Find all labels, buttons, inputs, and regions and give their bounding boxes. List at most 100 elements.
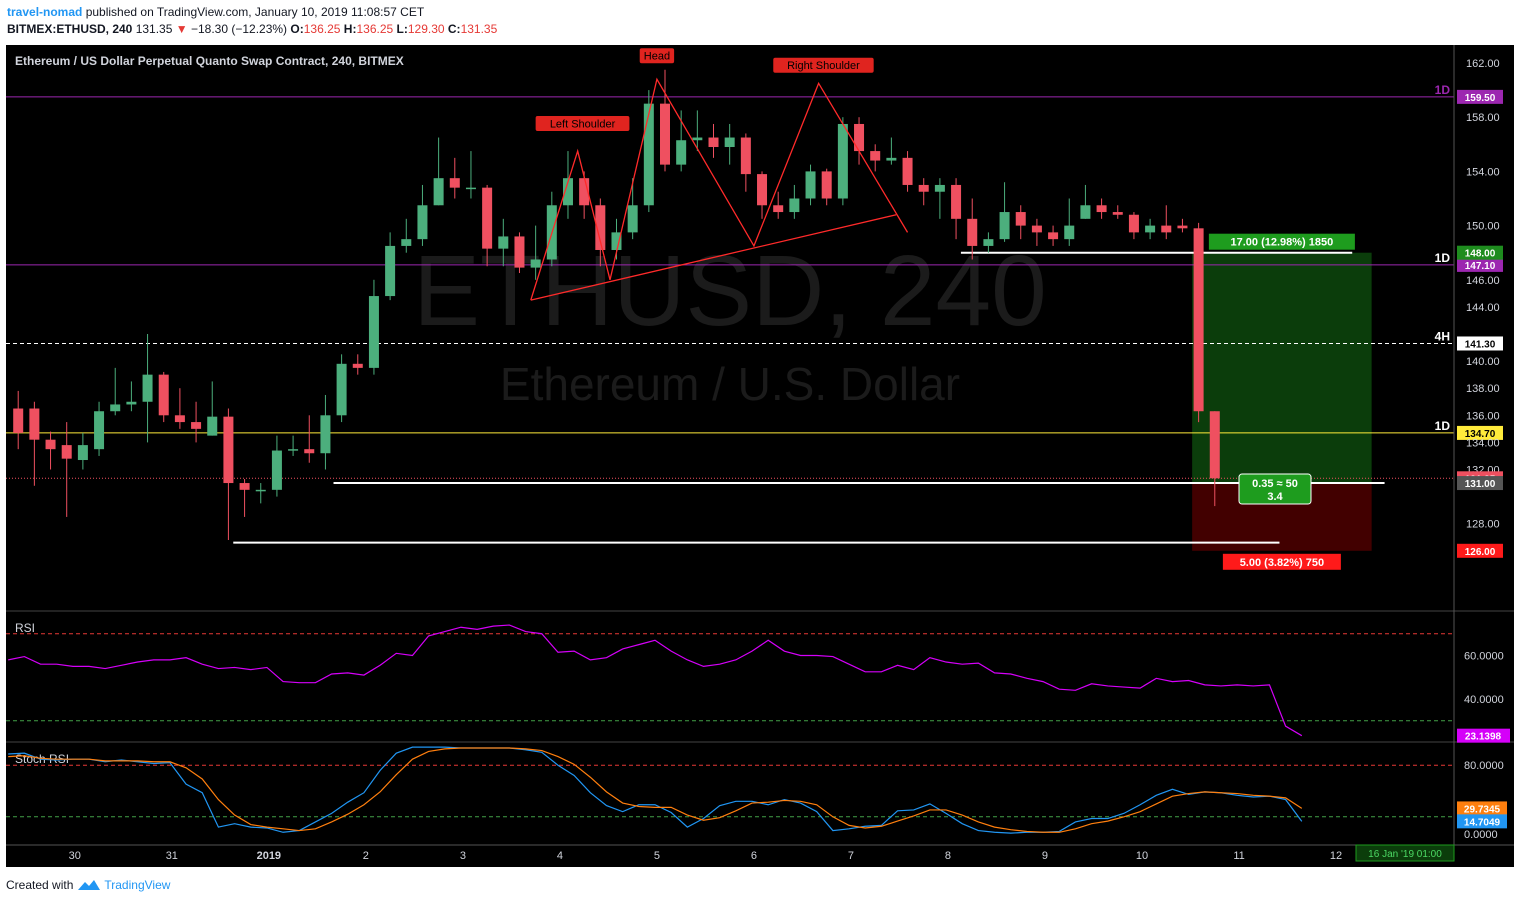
- candle-body[interactable]: [61, 445, 72, 459]
- candle-body[interactable]: [304, 449, 315, 454]
- candle-body[interactable]: [757, 174, 768, 206]
- price-tick-label: 150.00: [1466, 221, 1500, 233]
- neckline[interactable]: [530, 214, 897, 301]
- price-axis[interactable]: 159.50 147.10 141.30 134.70 162.00 158.00 154.…: [1453, 45, 1510, 845]
- candle-body[interactable]: [174, 415, 185, 423]
- watermark-description: Ethereum / U.S. Dollar: [500, 358, 960, 410]
- candle-body[interactable]: [951, 184, 962, 219]
- candle-body[interactable]: [660, 103, 670, 165]
- candle-body[interactable]: [191, 422, 202, 429]
- candle-body[interactable]: [870, 151, 881, 161]
- candle-body[interactable]: [514, 236, 525, 268]
- candle-body[interactable]: [433, 178, 444, 206]
- candle-body[interactable]: [773, 205, 784, 213]
- candle-body[interactable]: [1128, 214, 1139, 233]
- candle-body[interactable]: [999, 212, 1010, 240]
- candle-body[interactable]: [530, 259, 541, 268]
- candle-body[interactable]: [320, 415, 331, 454]
- candle-body[interactable]: [1161, 225, 1172, 233]
- candle-body[interactable]: [401, 239, 412, 246]
- candle-body[interactable]: [223, 416, 234, 484]
- candle-body[interactable]: [627, 205, 638, 233]
- candle-body[interactable]: [1048, 232, 1059, 240]
- profit-zone[interactable]: [1192, 252, 1372, 484]
- candle-body[interactable]: [110, 404, 121, 412]
- last-price: 131.35: [135, 22, 173, 36]
- candle-body[interactable]: [482, 187, 493, 249]
- candle-body[interactable]: [724, 137, 735, 148]
- candle-body[interactable]: [385, 245, 396, 297]
- candle-body[interactable]: [352, 363, 363, 368]
- candle-body[interactable]: [45, 439, 56, 450]
- author-link[interactable]: travel-nomad: [7, 5, 83, 19]
- candle-body[interactable]: [918, 184, 929, 192]
- watermark-symbol: ETHUSD, 240: [413, 235, 1047, 347]
- candle-body[interactable]: [821, 171, 832, 199]
- candle-body[interactable]: [740, 137, 751, 175]
- candle-body[interactable]: [142, 374, 153, 402]
- candle-body[interactable]: [271, 450, 282, 490]
- candle-body[interactable]: [13, 408, 24, 433]
- price-tick-label: 136.00: [1466, 410, 1500, 422]
- stoch-k-line[interactable]: [8, 746, 1303, 834]
- candle-body[interactable]: [1080, 205, 1091, 219]
- candle-body[interactable]: [643, 103, 654, 206]
- candle-body[interactable]: [934, 184, 945, 192]
- candle-body[interactable]: [417, 205, 428, 240]
- candle-body[interactable]: [77, 445, 88, 461]
- candle-body[interactable]: [1193, 228, 1204, 412]
- head-and-shoulders-pattern[interactable]: [530, 77, 909, 301]
- risk-reward-box: [1238, 473, 1312, 505]
- price-pane[interactable]: 1D 1D 4H 1D Left Shoulder Head Right Shoulder 1…: [6, 48, 1514, 743]
- candle-body[interactable]: [94, 411, 105, 450]
- level-timeframe-tag: 4H: [1435, 329, 1450, 343]
- candle-body[interactable]: [29, 408, 40, 440]
- candle-body[interactable]: [1145, 225, 1156, 233]
- time-axis[interactable]: 30 31 2019 2 3 4 5 6 7 8 9 10 11 12 16 Jan '19 01:00: [6, 844, 1514, 862]
- candle-body[interactable]: [708, 137, 719, 148]
- symbol-ohlc-line: BITMEX:ETHUSD, 240 131.35 ▼ −18.30 (−12.…: [7, 22, 497, 36]
- candle-body[interactable]: [158, 374, 169, 416]
- candle-body[interactable]: [255, 489, 266, 492]
- candle-body[interactable]: [983, 239, 994, 246]
- candle-body[interactable]: [1096, 205, 1107, 213]
- candle-body[interactable]: [1177, 225, 1188, 229]
- candle-body[interactable]: [1112, 212, 1123, 215]
- candle-body[interactable]: [239, 483, 250, 490]
- candle-body[interactable]: [1015, 212, 1026, 226]
- time-tick-label: 12: [1330, 850, 1342, 862]
- candle-body[interactable]: [676, 140, 687, 165]
- stoch-d-line[interactable]: [8, 747, 1303, 833]
- candle-body[interactable]: [579, 178, 590, 206]
- candle-body[interactable]: [336, 363, 347, 416]
- candle-body[interactable]: [789, 198, 800, 213]
- candle-body[interactable]: [611, 232, 622, 250]
- candle-body[interactable]: [1209, 411, 1220, 479]
- candle-body[interactable]: [595, 205, 606, 250]
- candle-body[interactable]: [902, 157, 913, 185]
- candle-body[interactable]: [967, 218, 978, 246]
- rsi-line[interactable]: [8, 624, 1303, 737]
- rsi-pane[interactable]: RSI: [6, 621, 1454, 737]
- target-label-box: [1208, 233, 1355, 250]
- stoch-rsi-pane[interactable]: Stoch RSI: [6, 746, 1454, 834]
- candle-body[interactable]: [805, 171, 816, 199]
- pattern-label-box: [535, 115, 630, 131]
- tradingview-brand[interactable]: TradingView: [104, 878, 171, 892]
- candle-body[interactable]: [126, 401, 137, 405]
- candle-body[interactable]: [465, 187, 476, 190]
- candle-body[interactable]: [692, 137, 703, 141]
- candle-body[interactable]: [837, 123, 848, 199]
- candle-body[interactable]: [449, 178, 460, 188]
- price-tag-label: 148.00: [1465, 249, 1496, 260]
- candle-body[interactable]: [854, 123, 865, 152]
- candle-body[interactable]: [562, 178, 573, 206]
- candle-body[interactable]: [498, 236, 509, 249]
- candle-body[interactable]: [207, 416, 218, 436]
- candle-body[interactable]: [1064, 225, 1075, 240]
- candle-body[interactable]: [1031, 225, 1042, 233]
- candle-body[interactable]: [288, 449, 299, 451]
- candle-body[interactable]: [886, 157, 897, 161]
- candle-body[interactable]: [368, 296, 379, 368]
